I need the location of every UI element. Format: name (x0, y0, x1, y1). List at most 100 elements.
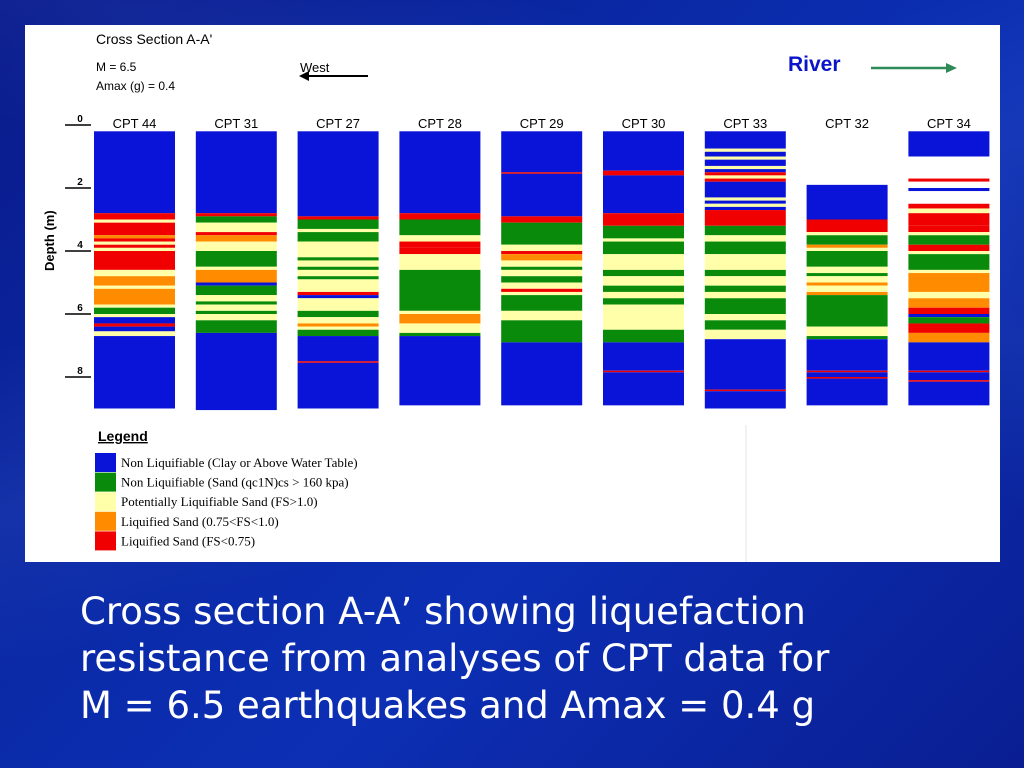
soil-layer (195, 216, 277, 223)
caption-line-3: M = 6.5 earthquakes and Amax = 0.4 g (80, 684, 816, 727)
soil-layer (603, 241, 684, 255)
soil-layer (806, 282, 888, 286)
soil-layer (94, 304, 175, 308)
soil-layer (94, 247, 175, 251)
legend-label: Non Liquifiable (Sand (qc1N)cs > 160 kpa… (121, 475, 349, 490)
soil-layer (603, 131, 684, 171)
soil-layer (399, 269, 481, 311)
soil-layer (908, 273, 990, 292)
cpt-column-0: CPT 44 (94, 116, 175, 409)
soil-layer (94, 131, 175, 214)
soil-layer (297, 266, 379, 270)
soil-layer (195, 266, 277, 270)
cross-section-svg: Cross Section A-A' M = 6.5 Amax (g) = 0.… (42, 31, 990, 562)
soil-layer (603, 370, 684, 373)
soil-layer (501, 320, 583, 343)
soil-layer (94, 285, 175, 289)
soil-layer (399, 336, 481, 406)
soil-layer (806, 276, 888, 283)
soil-layer (297, 362, 379, 409)
depth-tick-label-0: 0 (77, 114, 83, 125)
soil-layer (704, 169, 786, 173)
soil-layer (603, 225, 684, 239)
cpt-column-1: CPT 31 (195, 116, 277, 411)
soil-layer (195, 332, 277, 411)
soil-layer (94, 307, 175, 314)
soil-layer (94, 326, 175, 332)
cpt-label: CPT 29 (520, 116, 564, 131)
soil-layer (195, 310, 277, 314)
soil-layer (806, 326, 888, 337)
soil-layer (806, 266, 888, 274)
soil-layer (94, 235, 175, 239)
soil-layer (195, 285, 277, 296)
cpt-columns: CPT 44 CPT 31 CPT 27 CPT 28 CPT 29 CPT 30 CPT … (94, 116, 990, 411)
soil-layer (603, 175, 684, 214)
soil-layer (297, 131, 379, 217)
legend-swatch (95, 511, 116, 531)
soil-layer (908, 323, 990, 333)
magnitude-label: M = 6.5 (96, 60, 137, 74)
cpt-label: CPT 30 (622, 116, 666, 131)
soil-layer (195, 301, 277, 305)
soil-layer (603, 285, 684, 292)
soil-layer (908, 381, 990, 406)
soil-layer (908, 251, 990, 255)
cpt-label: CPT 28 (418, 116, 462, 131)
soil-layer (704, 178, 786, 182)
soil-layer (806, 244, 888, 248)
legend-label: Liquified Sand (FS<0.75) (121, 533, 255, 548)
soil-layer (908, 188, 990, 192)
soil-layer (806, 336, 888, 340)
cpt-label: CPT 34 (927, 116, 971, 131)
soil-layer (704, 241, 786, 255)
soil-layer (908, 232, 990, 236)
soil-layer (501, 291, 583, 296)
soil-layer (297, 361, 379, 363)
soil-layer (704, 200, 786, 204)
soil-layer (297, 260, 379, 267)
soil-layer (297, 232, 379, 242)
soil-layer (297, 216, 379, 220)
legend-label: Non Liquifiable (Clay or Above Water Tab… (121, 455, 358, 470)
soil-layer (195, 269, 277, 283)
soil-layer (399, 310, 481, 314)
soil-layer (195, 320, 277, 333)
soil-layer (908, 178, 990, 182)
cpt-column-8: CPT 34 (908, 116, 990, 406)
soil-layer (704, 235, 786, 242)
soil-layer (806, 372, 888, 377)
soil-layer (908, 372, 990, 381)
soil-layer (806, 291, 888, 296)
cpt-column-4: CPT 29 (501, 116, 583, 406)
soil-layer (806, 378, 888, 406)
cpt-label: CPT 32 (825, 116, 869, 131)
soil-layer (94, 219, 175, 223)
soil-layer (908, 332, 990, 343)
soil-layer (908, 156, 990, 179)
soil-layer (94, 331, 175, 337)
cpt-column-3: CPT 28 (399, 116, 481, 406)
soil-layer (297, 295, 379, 299)
soil-layer (603, 254, 684, 270)
depth-tick-label-8: 8 (77, 366, 83, 377)
soil-layer (603, 269, 684, 277)
soil-layer (603, 304, 684, 314)
legend-swatch (95, 531, 116, 551)
soil-layer (195, 251, 277, 267)
soil-layer (94, 269, 175, 277)
depth-tick-label-4: 4 (77, 240, 83, 251)
soil-layer (806, 232, 888, 236)
soil-layer (94, 276, 175, 286)
soil-layer (908, 213, 990, 226)
legend-label: Potentially Liquifiable Sand (FS>1.0) (121, 494, 318, 509)
soil-layer (806, 184, 888, 220)
soil-layer (94, 222, 175, 236)
cpt-label: CPT 27 (316, 116, 360, 131)
soil-layer (908, 254, 990, 270)
soil-layer (704, 298, 786, 314)
soil-layer (704, 260, 786, 270)
depth-tick-label-6: 6 (77, 303, 83, 314)
soil-layer (704, 159, 786, 166)
soil-layer (908, 244, 990, 251)
